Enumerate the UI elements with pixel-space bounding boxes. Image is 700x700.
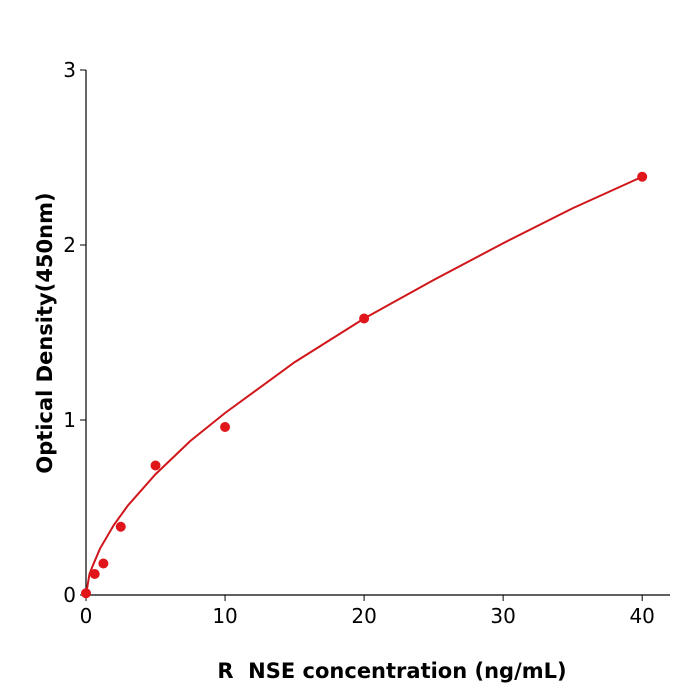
x-tick-label: 10 (212, 604, 237, 628)
x-axis-label: R NSE concentration (ng/mL) (217, 659, 566, 683)
data-point (81, 588, 91, 599)
y-tick-label: 3 (63, 58, 76, 82)
y-tick-label: 2 (63, 233, 76, 257)
data-point (115, 521, 126, 532)
y-tick-label: 1 (63, 408, 76, 432)
x-tick-label: 40 (629, 604, 654, 628)
data-point (89, 569, 100, 579)
data-point (98, 558, 109, 569)
data-point (220, 422, 231, 432)
fit-curve (85, 175, 643, 596)
y-axis-label: Optical Density(450nm) (33, 192, 57, 473)
x-tick-label: 20 (351, 604, 376, 628)
data-point (637, 171, 648, 182)
x-tick-label: 30 (490, 604, 515, 628)
data-point (150, 460, 161, 471)
x-tick-label: 0 (80, 604, 93, 628)
data-point (359, 313, 370, 324)
y-tick-label: 0 (63, 583, 76, 607)
